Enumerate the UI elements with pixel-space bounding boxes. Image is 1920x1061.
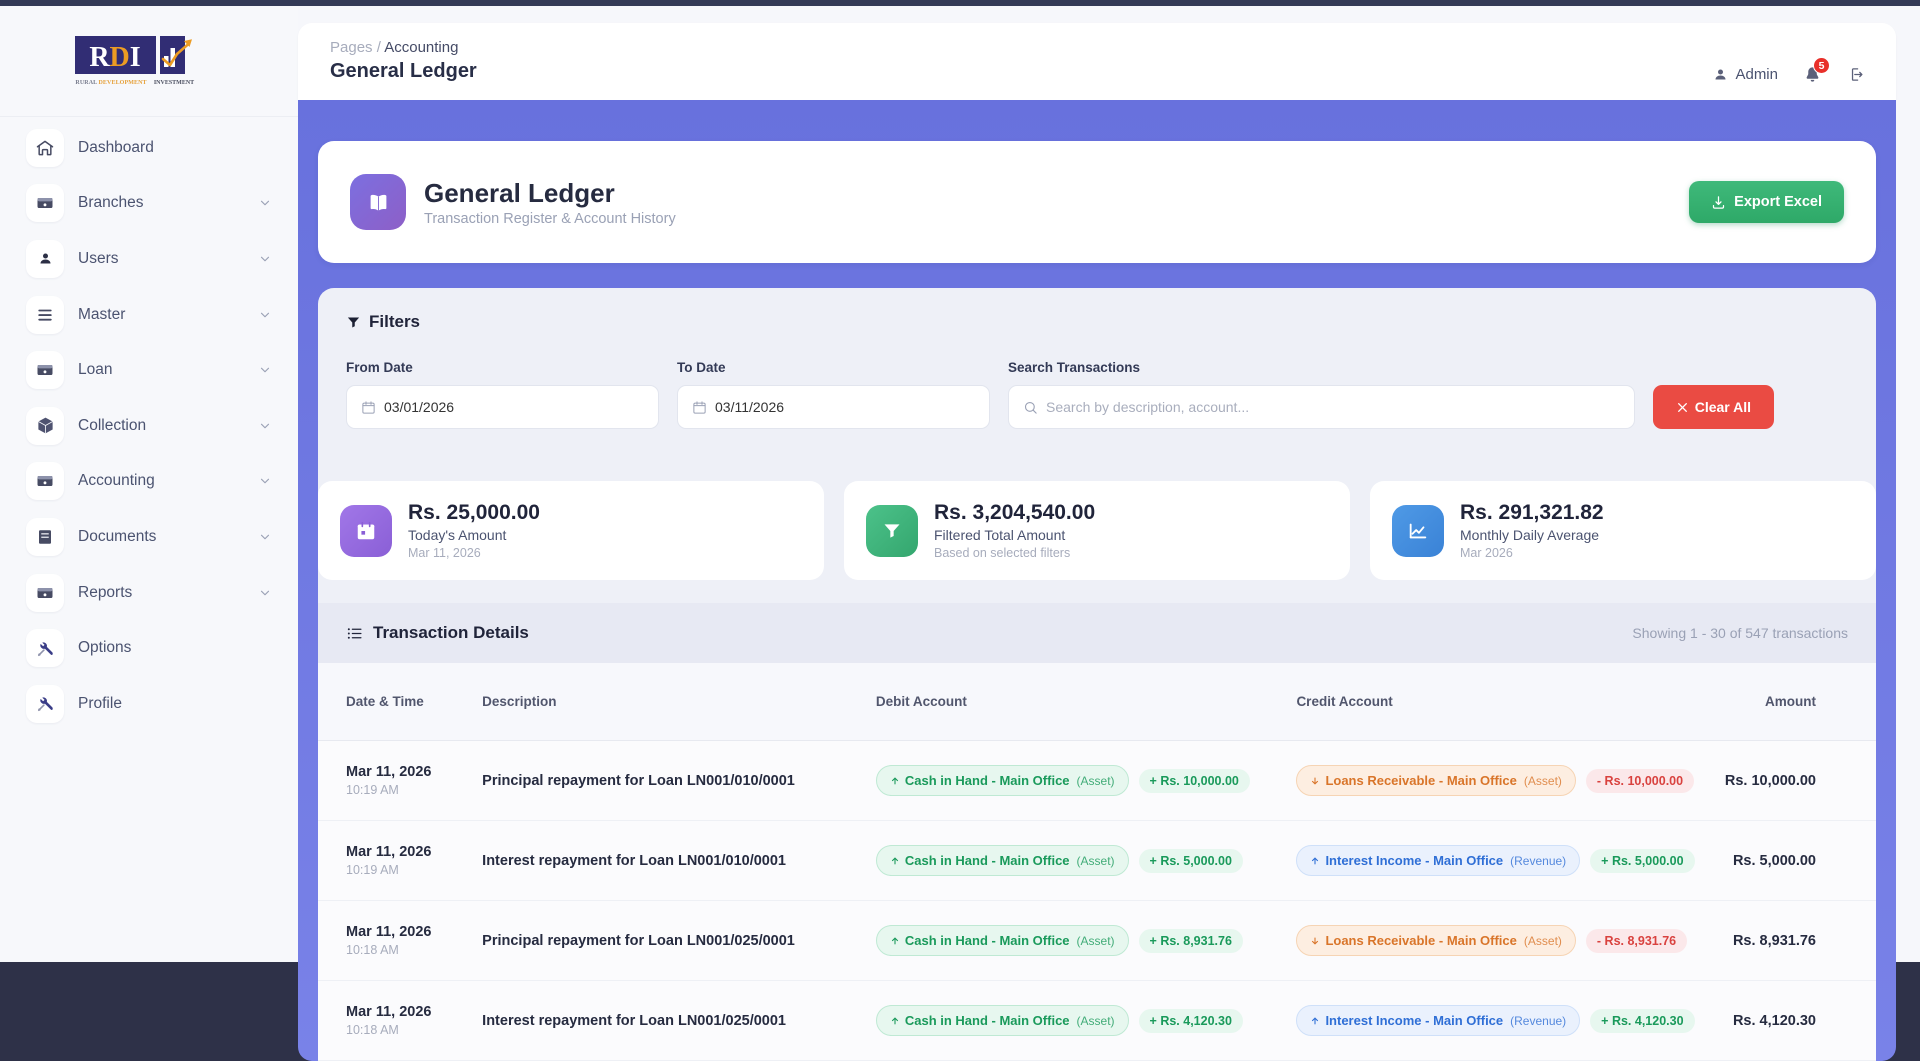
svg-text:RURAL DEVELOPMENT: RURAL DEVELOPMENT	[75, 80, 146, 86]
svg-text:RDI: RDI	[89, 42, 140, 73]
svg-text:INVESTMENT: INVESTMENT	[154, 80, 194, 86]
